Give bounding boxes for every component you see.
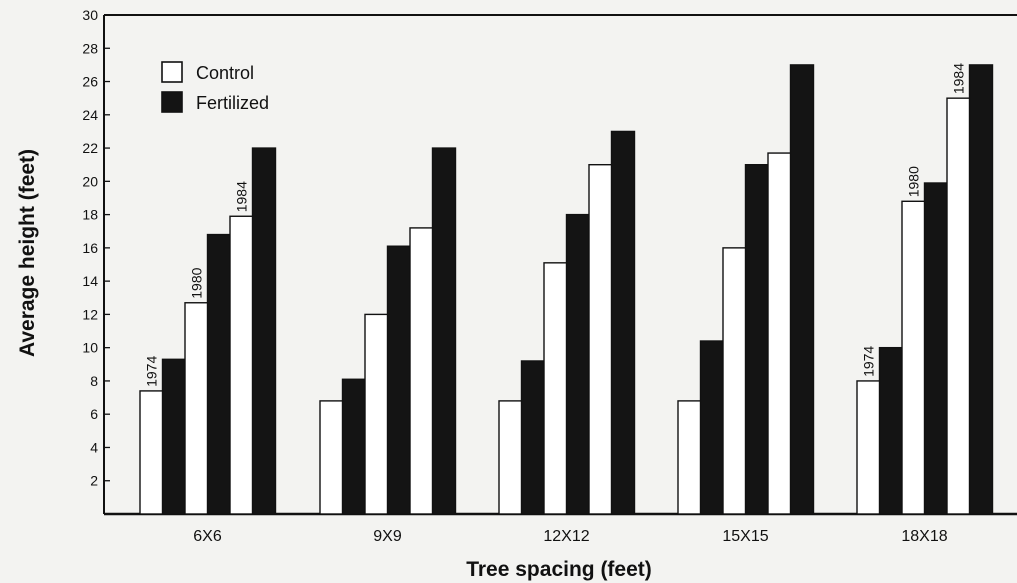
x-tick-label: 12X12: [543, 528, 589, 545]
bar-fertilized-1974: [520, 360, 546, 515]
bar-control-1974: [319, 400, 344, 515]
y-tick-label: 24: [82, 107, 98, 123]
bar-fertilized-1984: [431, 147, 457, 515]
y-tick-label: 14: [82, 273, 98, 289]
bar-control-1980: [901, 200, 926, 515]
bar-fertilized-1984: [789, 64, 815, 515]
year-label: 1974: [861, 346, 877, 377]
y-tick-label: 8: [90, 373, 98, 389]
bar-fertilized-1980: [386, 245, 412, 515]
bar-control-1980: [364, 313, 389, 515]
x-axis: 6X6 9X9 12X12 15X15 18X18: [193, 528, 947, 545]
y-axis-title: Average height (feet): [16, 149, 39, 357]
y-tick-label: 16: [82, 240, 98, 256]
year-label: 1974: [144, 356, 160, 387]
y-tick-label: 22: [82, 140, 98, 156]
x-axis-title: Tree spacing (feet): [466, 558, 652, 581]
year-label: 1984: [234, 181, 250, 212]
y-tick-label: 28: [82, 40, 98, 56]
bar-fertilized-1984: [251, 147, 277, 515]
bar-control-1984: [767, 152, 792, 515]
bar-control-1974: [856, 380, 881, 515]
bars: [139, 64, 994, 515]
legend-label-control: Control: [196, 63, 254, 83]
bar-fertilized-1980: [744, 163, 770, 515]
bar-fertilized-1974: [878, 346, 904, 515]
bar-fertilized-1984: [610, 130, 636, 515]
bar-fertilized-1980: [565, 213, 591, 515]
y-tick-label: 4: [90, 439, 98, 455]
bar-control-1974: [498, 400, 523, 515]
bar-fertilized-1980: [206, 233, 232, 515]
y-tick-label: 18: [82, 207, 98, 223]
bar-control-1984: [229, 215, 254, 515]
bar-fertilized-1974: [699, 340, 725, 515]
bar-control-1984: [409, 227, 434, 515]
legend-label-fertilized: Fertilized: [196, 93, 269, 113]
y-tick-label: 26: [82, 74, 98, 90]
legend-swatch-control: [161, 61, 183, 83]
x-tick-label: 18X18: [901, 528, 947, 545]
y-tick-label: 2: [90, 473, 98, 489]
year-label: 1980: [906, 166, 922, 197]
year-annotations: 1974 1980 1984 1974 1980 1984: [144, 63, 967, 387]
x-tick-label: 9X9: [373, 528, 402, 545]
bar-fertilized-1984: [968, 64, 994, 515]
bar-control-1984: [588, 163, 613, 515]
y-tick-label: 10: [82, 340, 98, 356]
year-label: 1984: [951, 63, 967, 94]
bar-fertilized-1980: [923, 182, 949, 515]
bar-control-1984: [946, 97, 971, 515]
bar-fertilized-1974: [161, 358, 187, 515]
y-tick-label: 30: [82, 7, 98, 23]
bar-control-1980: [543, 262, 568, 515]
year-label: 1980: [189, 267, 205, 298]
y-tick-label: 6: [90, 406, 98, 422]
bar-control-1980: [722, 247, 747, 515]
legend: Control Fertilized: [161, 61, 269, 113]
bar-control-1980: [184, 302, 209, 515]
x-tick-label: 6X6: [193, 528, 222, 545]
bar-control-1974: [677, 400, 702, 515]
legend-swatch-fertilized: [161, 91, 183, 113]
y-tick-label: 12: [82, 306, 98, 322]
bar-fertilized-1974: [341, 378, 367, 515]
bar-control-1974: [139, 390, 164, 515]
x-tick-label: 15X15: [722, 528, 768, 545]
y-tick-label: 20: [82, 173, 98, 189]
